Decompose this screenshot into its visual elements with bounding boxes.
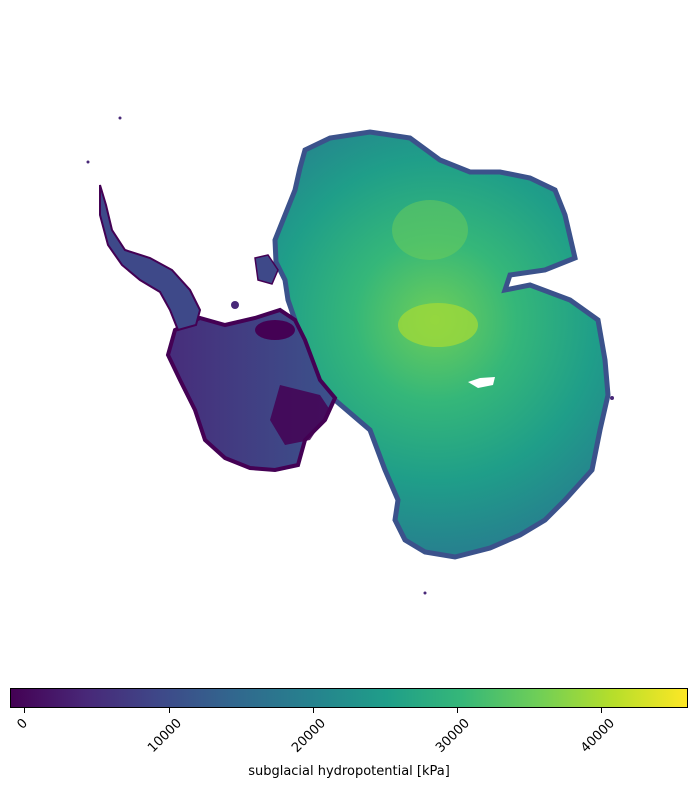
colorbar-tick-label: 0 <box>14 716 31 733</box>
island <box>86 160 90 164</box>
colorbar-tick <box>457 708 459 713</box>
colorbar-tick-label: 10000 <box>144 716 185 756</box>
colorbar-tick-label: 20000 <box>289 716 330 756</box>
no-data-patch <box>468 377 495 388</box>
island <box>118 116 122 120</box>
dome-high <box>392 200 468 260</box>
island <box>423 591 427 595</box>
colorbar-tick-label: 40000 <box>577 716 618 756</box>
antarctic-peninsula <box>99 184 202 332</box>
colorbar-tick <box>312 708 314 713</box>
island <box>231 301 239 309</box>
weddell-low <box>255 320 295 340</box>
ross-low <box>270 385 330 445</box>
interior-high <box>398 303 478 347</box>
colorbar-tick <box>601 708 603 713</box>
colorbar-tick <box>168 708 170 713</box>
colorbar <box>10 688 688 708</box>
colorbar-label: subglacial hydropotential [kPa] <box>248 764 450 779</box>
antarctica-map <box>86 116 614 595</box>
colorbar-tick-label: 30000 <box>433 716 474 756</box>
island <box>610 396 614 400</box>
colorbar-tick <box>24 708 26 713</box>
island <box>254 254 279 285</box>
